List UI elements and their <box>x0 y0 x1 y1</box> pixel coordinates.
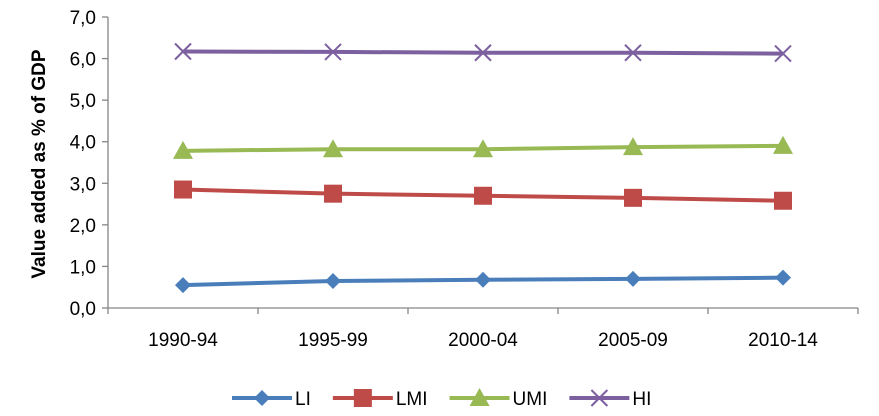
data-point-hi <box>774 44 792 63</box>
series-group <box>173 42 793 294</box>
data-point-lmi <box>174 180 192 199</box>
series-hi <box>174 42 792 63</box>
data-point-hi <box>174 42 192 61</box>
data-point-li <box>775 269 791 286</box>
data-point-lmi <box>774 191 792 210</box>
y-axis-title: Value added as % of GDP <box>29 49 50 278</box>
legend-item-lmi: LMI <box>332 389 428 410</box>
legend-label: LMI <box>396 389 428 410</box>
y-tick-label: 1,0 <box>70 257 96 278</box>
x-tick-label: 2010-14 <box>748 330 818 351</box>
x-tick-label: 2005-09 <box>598 330 668 351</box>
data-point-umi <box>173 140 193 159</box>
data-point-umi <box>773 135 793 154</box>
legend-marker <box>469 388 490 406</box>
legend-label: HI <box>632 389 651 410</box>
data-point-hi <box>324 43 342 61</box>
legend-item-li: LI <box>232 389 311 410</box>
x-tick-label: 1995-99 <box>298 330 368 351</box>
data-point-hi <box>474 44 492 62</box>
legend-label: LI <box>295 389 311 410</box>
y-tick-label: 2,0 <box>70 216 96 237</box>
legend-label: UMI <box>513 389 548 410</box>
x-tick-label: 1990-94 <box>148 330 218 351</box>
legend-item-umi: UMI <box>449 388 548 410</box>
series-lmi <box>174 180 792 210</box>
y-tick-label: 4,0 <box>70 133 96 154</box>
data-point-lmi <box>624 188 642 207</box>
data-point-umi <box>473 139 493 158</box>
y-tick-label: 3,0 <box>70 174 96 195</box>
legend-marker <box>353 389 372 407</box>
data-point-lmi <box>324 184 342 203</box>
y-tick-label: 5,0 <box>70 91 96 112</box>
y-tick-label: 6,0 <box>70 50 96 71</box>
legend: LI LMI UMI HI <box>232 388 651 410</box>
y-tick-label: 0,0 <box>70 299 96 320</box>
legend-item-hi: HI <box>569 389 651 410</box>
axes: 0,0 1,0 2,0 3,0 4,0 5,0 6,0 7,0 1990-94 1995-99 20… <box>70 8 859 351</box>
legend-marker <box>254 390 270 406</box>
data-point-umi <box>623 137 643 156</box>
series-umi <box>173 135 793 159</box>
data-point-li <box>625 270 641 287</box>
series-li <box>175 269 791 294</box>
data-point-li <box>325 272 341 289</box>
legend-marker <box>590 389 609 407</box>
data-point-hi <box>624 44 642 62</box>
data-point-umi <box>323 139 343 158</box>
y-tick-label: 7,0 <box>70 8 96 29</box>
data-point-li <box>475 271 491 288</box>
data-point-li <box>175 277 191 294</box>
x-tick-label: 2000-04 <box>448 330 518 351</box>
data-point-lmi <box>474 186 492 205</box>
